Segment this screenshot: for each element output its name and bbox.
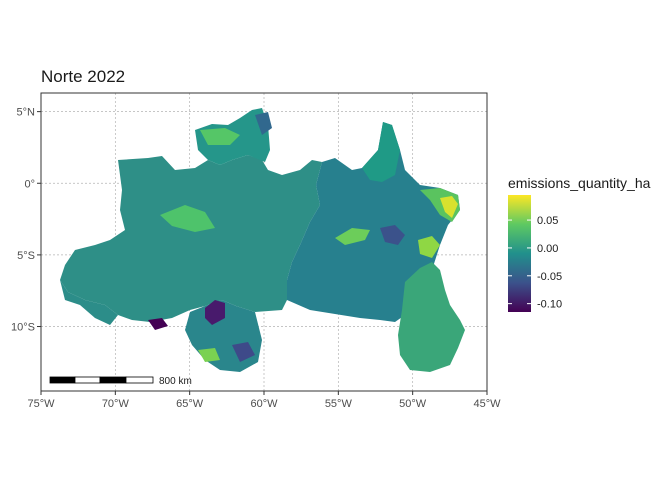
high-emission-patch-east (418, 236, 440, 258)
scale-bar-label: 800 km (159, 376, 192, 387)
y-tick-label: 5°N (17, 107, 36, 119)
scale-bar-segment-4 (125, 376, 154, 384)
chart-title: Norte 2022 (41, 67, 125, 86)
green-patch-roraima (200, 128, 240, 145)
dark-patch-rondonia-south (232, 342, 255, 362)
green-patch-central (335, 228, 370, 245)
y-tick-label: 0° (24, 178, 35, 190)
x-tick-label: 50°W (399, 398, 427, 410)
amazonas-acre-region (60, 155, 322, 322)
x-axis: 75°W 70°W 65°W 60°W 55°W 50°W 45°W (27, 391, 501, 410)
scale-bar-segment-3 (99, 376, 127, 384)
legend-ticks: 0.05 0.00 -0.05 -0.10 (508, 215, 562, 311)
x-tick-label: 70°W (102, 398, 130, 410)
legend: emissions_quantity_ha 0.05 0.00 -0.05 -0.10 (508, 175, 651, 312)
high-emission-patch-north (440, 196, 458, 218)
dark-patch-acre (148, 318, 168, 330)
scale-bar-segment-1 (49, 376, 76, 384)
scale-bar: 800 km (49, 376, 192, 387)
x-tick-label: 75°W (27, 398, 55, 410)
scale-bar-segment-2 (74, 376, 101, 384)
tocantins-region (398, 262, 465, 372)
x-tick-label: 60°W (250, 398, 278, 410)
legend-tick-label: -0.10 (537, 299, 562, 311)
legend-title: emissions_quantity_ha (508, 175, 651, 191)
amapa-region (362, 122, 400, 182)
green-patch-west (160, 205, 215, 232)
x-tick-label: 55°W (325, 398, 353, 410)
legend-tick-label: 0.00 (537, 243, 558, 255)
legend-tick-label: 0.05 (537, 215, 558, 227)
darkest-patch-rondonia (205, 300, 225, 325)
legend-tick-label: -0.05 (537, 271, 562, 283)
yellow-green-patch-rondonia (198, 348, 220, 362)
x-tick-label: 65°W (176, 398, 204, 410)
x-tick-label: 45°W (473, 398, 501, 410)
dark-patch-amazonas (255, 112, 272, 135)
map-regions (60, 108, 465, 372)
y-tick-label: 5°S (17, 250, 35, 262)
y-tick-label: 10°S (11, 322, 35, 334)
y-axis: 5°N 0° 5°S 10°S (11, 107, 41, 334)
legend-colorbar (508, 195, 531, 312)
dark-patch-para (380, 225, 405, 245)
acre-west-region (60, 280, 118, 325)
